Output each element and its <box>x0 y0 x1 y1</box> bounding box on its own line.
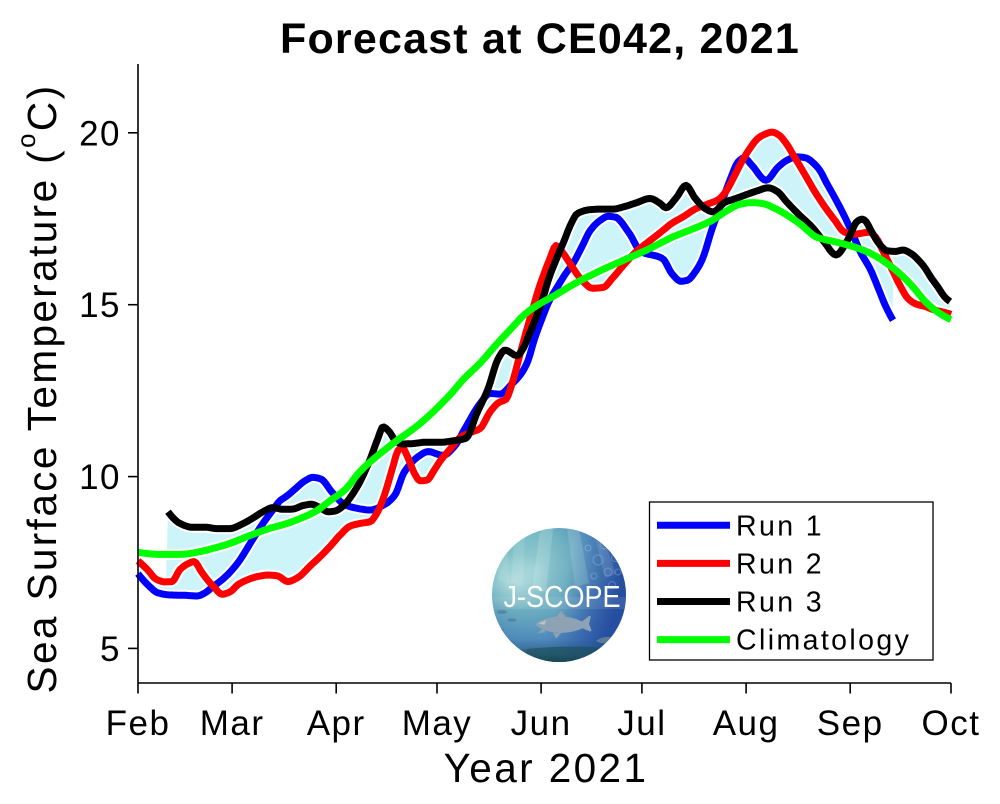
svg-text:10: 10 <box>79 458 121 497</box>
svg-text:Apr: Apr <box>307 704 366 743</box>
svg-text:Feb: Feb <box>106 704 171 743</box>
svg-text:Sep: Sep <box>817 704 884 743</box>
svg-text:Jul: Jul <box>617 704 666 743</box>
svg-text:Jun: Jun <box>511 704 572 743</box>
svg-text:Run 3: Run 3 <box>736 587 824 619</box>
svg-text:Run 1: Run 1 <box>736 510 824 542</box>
svg-text:20: 20 <box>79 114 121 153</box>
svg-text:May: May <box>402 704 473 743</box>
svg-text:J-SCOPE: J-SCOPE <box>504 579 621 614</box>
svg-text:Climatology: Climatology <box>736 625 911 657</box>
svg-text:5: 5 <box>100 630 121 669</box>
svg-text:Forecast at CE042, 2021: Forecast at CE042, 2021 <box>280 15 800 63</box>
svg-text:Run 2: Run 2 <box>736 548 824 580</box>
svg-text:15: 15 <box>79 286 121 325</box>
svg-text:Mar: Mar <box>200 704 265 743</box>
svg-text:Year 2021: Year 2021 <box>444 745 649 791</box>
svg-text:Sea Surface Temperature (oC): Sea Surface Temperature (oC) <box>11 84 65 694</box>
svg-text:Oct: Oct <box>922 704 981 743</box>
svg-text:Aug: Aug <box>713 704 780 743</box>
